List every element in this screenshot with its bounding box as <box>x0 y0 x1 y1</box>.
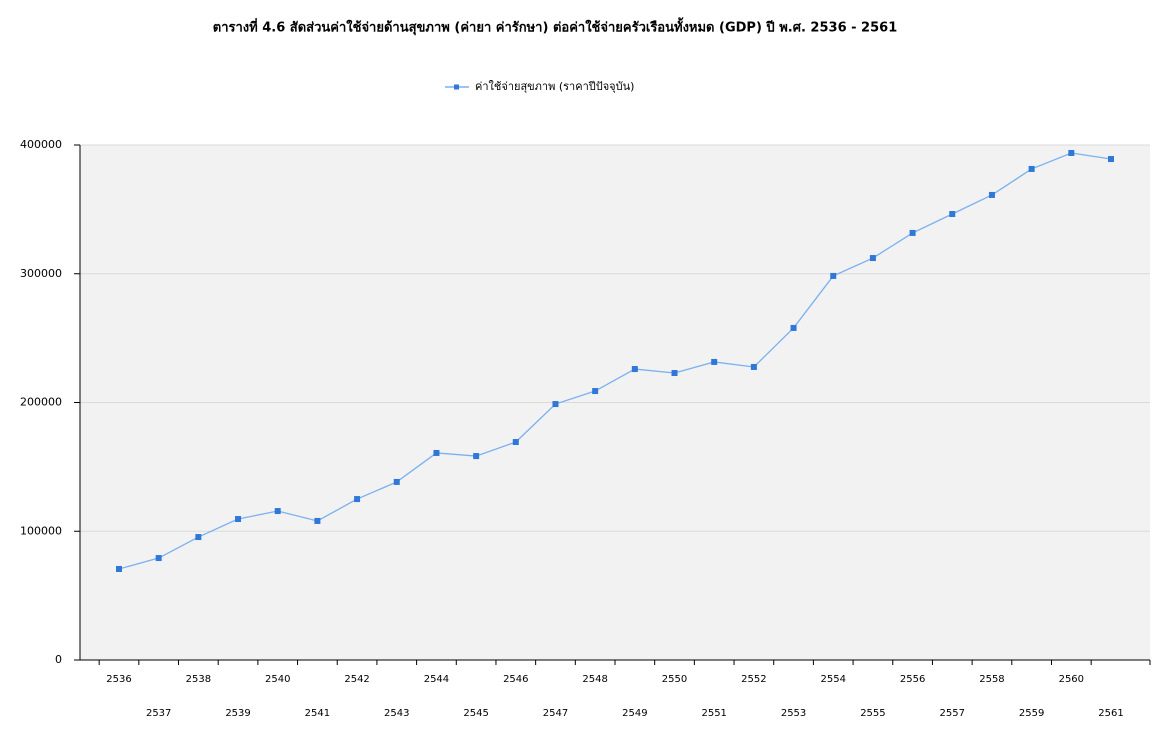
data-point <box>750 363 757 370</box>
data-point <box>909 229 916 236</box>
data-point <box>830 272 837 279</box>
y-tick-label: 200000 <box>20 396 62 409</box>
legend-label: ค่าใช้จ่ายสุขภาพ (ราคาปีปัจจุบัน) <box>475 80 634 93</box>
x-tick-label: 2550 <box>662 674 687 685</box>
y-tick-label: 100000 <box>20 524 62 537</box>
data-point <box>116 565 122 572</box>
data-point <box>592 388 599 395</box>
x-tick-label: 2559 <box>1019 708 1044 719</box>
x-tick-label: 2538 <box>186 674 211 685</box>
x-tick-label: 2542 <box>344 674 369 685</box>
x-tick-label: 2555 <box>860 708 885 719</box>
data-point <box>790 324 797 331</box>
x-tick-label: 2539 <box>225 708 250 719</box>
x-tick-label: 2548 <box>582 674 607 685</box>
series-line <box>118 152 1112 570</box>
data-point <box>988 191 995 198</box>
data-point <box>1028 165 1035 172</box>
data-point <box>869 255 876 262</box>
chart-title: ตารางที่ 4.6 สัดส่วนค่าใช้จ่ายด้านสุขภาพ… <box>213 17 898 36</box>
y-tick-label: 0 <box>55 653 62 666</box>
data-point <box>512 439 519 446</box>
data-point <box>473 453 480 460</box>
x-tick-label: 2557 <box>940 708 965 719</box>
data-point <box>235 516 242 523</box>
x-tick-label: 2553 <box>781 708 806 719</box>
x-tick-label: 2549 <box>622 708 647 719</box>
x-tick-label: 2544 <box>424 674 449 685</box>
x-tick-label: 2541 <box>305 708 330 719</box>
x-tick-label: 2540 <box>265 674 290 685</box>
data-point <box>274 508 281 515</box>
data-point <box>1068 149 1075 156</box>
x-tick-label: 2556 <box>900 674 925 685</box>
data-point <box>671 370 678 377</box>
x-tick-label: 2554 <box>821 674 846 685</box>
x-tick-label: 2536 <box>106 674 131 685</box>
x-tick-label: 2552 <box>741 674 766 685</box>
data-point <box>195 534 202 541</box>
x-tick-label: 2551 <box>701 708 726 719</box>
x-tick-label: 2545 <box>463 708 488 719</box>
data-point <box>711 358 718 365</box>
y-tick-label: 400000 <box>20 138 62 151</box>
data-point <box>1108 156 1114 163</box>
y-tick-label: 300000 <box>20 267 62 280</box>
x-tick-label: 2537 <box>146 708 171 719</box>
x-tick-label: 2547 <box>543 708 568 719</box>
x-tick-label: 2543 <box>384 708 409 719</box>
x-tick-label: 2558 <box>979 674 1004 685</box>
data-point <box>631 366 638 373</box>
data-point <box>552 401 559 408</box>
data-point <box>433 449 440 456</box>
data-point <box>314 517 321 524</box>
data-point <box>393 478 400 485</box>
data-point <box>354 496 361 503</box>
x-tick-label: 2560 <box>1059 674 1084 685</box>
x-tick-label: 2561 <box>1098 708 1123 719</box>
data-point <box>155 555 162 562</box>
data-point <box>949 211 956 218</box>
x-tick-label: 2546 <box>503 674 528 685</box>
legend-marker <box>454 84 459 90</box>
